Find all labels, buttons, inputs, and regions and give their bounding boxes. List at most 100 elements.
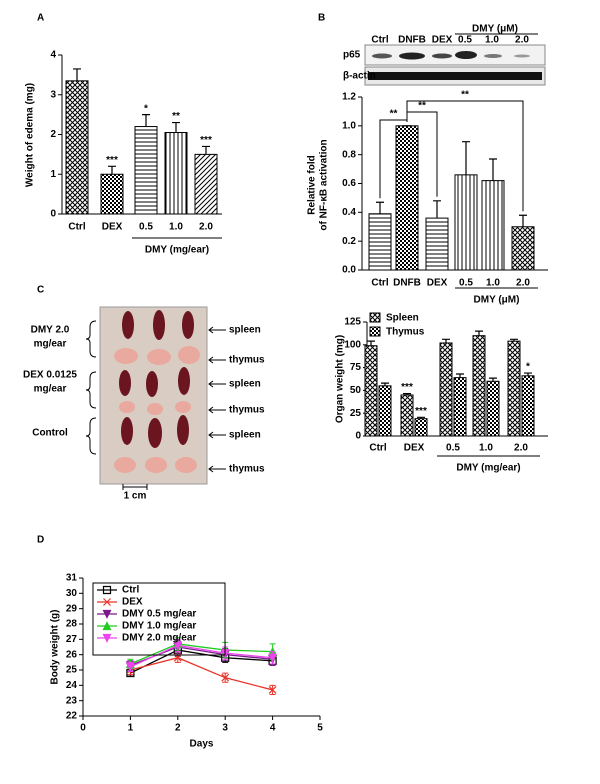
comparison-bracket bbox=[406, 100, 524, 212]
error-bar bbox=[367, 340, 375, 346]
bar bbox=[395, 125, 419, 271]
error-bar bbox=[172, 121, 180, 133]
photo-group-label: mg/ear bbox=[34, 384, 67, 395]
bar bbox=[100, 173, 124, 215]
legend-swatch bbox=[369, 326, 381, 337]
arrow bbox=[208, 380, 226, 388]
line bbox=[130, 644, 273, 668]
legend-box bbox=[92, 582, 226, 656]
lane-label: 1.0 bbox=[485, 35, 499, 46]
comparison-label: ** bbox=[418, 101, 426, 112]
legend-marker bbox=[102, 633, 112, 643]
bar bbox=[368, 213, 392, 271]
x-tick-label: Ctrl bbox=[68, 222, 85, 233]
error-bar bbox=[489, 377, 497, 382]
y-tick-label: 0.8 bbox=[342, 149, 356, 160]
line bbox=[130, 643, 273, 665]
x-tick-label: 1.0 bbox=[169, 222, 183, 233]
legend-label: Spleen bbox=[386, 313, 419, 324]
x-tick-label: Ctrl bbox=[369, 443, 386, 454]
error-bar bbox=[462, 141, 470, 175]
lane-label: DNFB bbox=[398, 35, 426, 46]
organ-label: spleen bbox=[229, 379, 261, 390]
y-tick-label: 1.2 bbox=[342, 92, 356, 103]
bar bbox=[507, 340, 521, 437]
photo-group-label: Control bbox=[32, 428, 68, 439]
bar bbox=[414, 418, 428, 437]
bar bbox=[194, 153, 218, 215]
error-bar bbox=[202, 145, 210, 155]
y-tick-label: 28 bbox=[66, 619, 78, 630]
x-tick-label: 5 bbox=[317, 723, 323, 734]
y-axis-label: Weight of edema (mg) bbox=[25, 83, 36, 187]
lane-label: DEX bbox=[432, 35, 453, 46]
error-bar bbox=[381, 382, 389, 386]
legend-marker bbox=[102, 609, 112, 619]
x-tick-label: 4 bbox=[270, 723, 276, 734]
y-tick-label: 23 bbox=[66, 695, 78, 706]
scale-label: 1 cm bbox=[124, 491, 147, 502]
significance: ** bbox=[172, 111, 180, 122]
y-tick-label: 26 bbox=[66, 649, 78, 660]
legend-label: DMY 2.0 mg/ear bbox=[122, 633, 196, 644]
comparison-label: ** bbox=[390, 109, 398, 120]
y-tick-label: 31 bbox=[66, 573, 78, 584]
x-tick-label: 2.0 bbox=[199, 222, 213, 233]
lane-label: Ctrl bbox=[371, 35, 388, 46]
bar bbox=[521, 375, 535, 437]
y-tick-label: 30 bbox=[66, 588, 78, 599]
lane-label: 2.0 bbox=[515, 35, 529, 46]
y-tick-label: 1 bbox=[50, 169, 56, 180]
group-label: DMY (mg/ear) bbox=[145, 245, 209, 256]
photo-group-label: DEX 0.0125 bbox=[23, 370, 77, 381]
bar bbox=[164, 132, 188, 215]
y-axis-label: Body weight (g) bbox=[50, 610, 61, 685]
organ-label: thymus bbox=[229, 464, 265, 475]
bar bbox=[453, 377, 467, 437]
legend-label: Thymus bbox=[386, 327, 425, 338]
y-tick-label: 0.2 bbox=[342, 236, 356, 247]
x-tick-label: DEX bbox=[404, 443, 425, 454]
y-tick-label: 50 bbox=[350, 385, 362, 396]
legend-marker bbox=[102, 585, 112, 595]
significance: *** bbox=[415, 406, 427, 417]
y-tick-label: 125 bbox=[344, 317, 361, 328]
organ-label: thymus bbox=[229, 355, 265, 366]
y-tick-label: 1.0 bbox=[342, 120, 356, 131]
line bbox=[130, 657, 273, 691]
group-label: DMY (μM) bbox=[474, 295, 520, 306]
x-tick-label: 0.5 bbox=[139, 222, 153, 233]
point bbox=[268, 686, 277, 694]
error-bar bbox=[108, 165, 116, 175]
legend-label: DEX bbox=[122, 597, 143, 608]
x-tick-label: DEX bbox=[102, 222, 123, 233]
legend-swatch bbox=[369, 312, 381, 323]
arrow bbox=[208, 431, 226, 439]
error-bar bbox=[433, 200, 441, 219]
bar bbox=[65, 80, 89, 215]
y-tick-label: 0 bbox=[355, 431, 361, 442]
lane-label: 0.5 bbox=[458, 35, 472, 46]
group-label: DMY (mg/ear) bbox=[456, 463, 520, 474]
error-bar bbox=[524, 372, 532, 376]
y-axis-label: Relative fold bbox=[307, 155, 318, 214]
error-bar bbox=[403, 392, 411, 395]
point bbox=[125, 662, 135, 672]
x-tick-label: 3 bbox=[222, 723, 228, 734]
significance: *** bbox=[106, 155, 118, 166]
y-tick-label: 75 bbox=[350, 362, 362, 373]
comparison-label: ** bbox=[461, 90, 469, 101]
organ-label: thymus bbox=[229, 405, 265, 416]
x-tick-label: 2.0 bbox=[514, 443, 528, 454]
bar bbox=[486, 380, 500, 437]
point bbox=[268, 653, 278, 663]
error-bar bbox=[510, 338, 518, 342]
arrow bbox=[208, 406, 226, 414]
x-tick-label: 1.0 bbox=[479, 443, 493, 454]
significance: * bbox=[144, 103, 148, 114]
y-tick-label: 100 bbox=[344, 339, 361, 350]
arrow bbox=[208, 326, 226, 334]
x-tick-label: 1 bbox=[128, 723, 134, 734]
bar bbox=[511, 226, 535, 271]
